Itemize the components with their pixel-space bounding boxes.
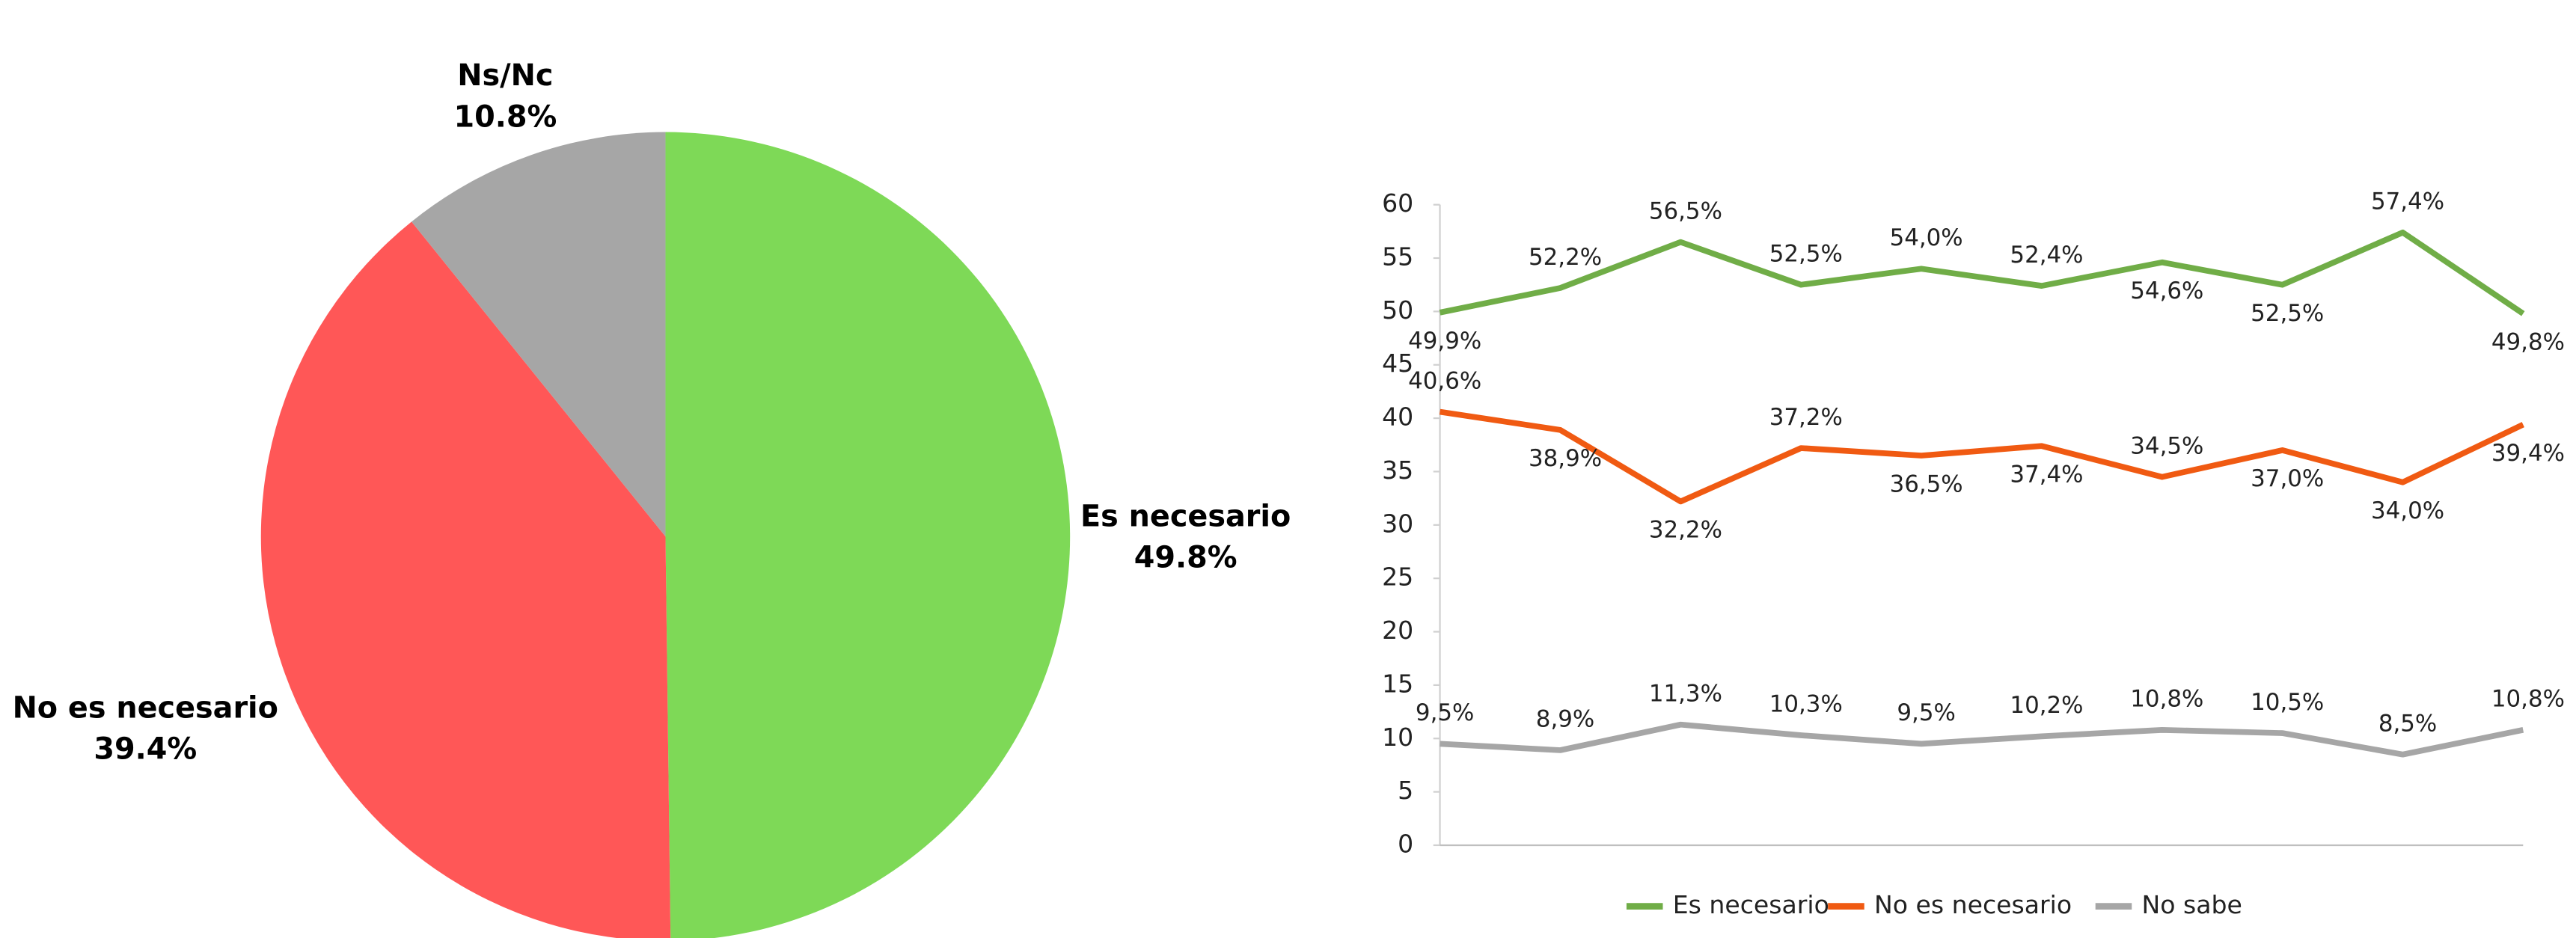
y-tick-label: 15 — [1382, 669, 1413, 698]
value-label: 49,8% — [2491, 328, 2565, 355]
value-label: 8,9% — [1536, 706, 1594, 733]
value-label: 10,2% — [2010, 692, 2083, 719]
y-tick-label: 20 — [1382, 616, 1413, 645]
value-label: 49,9% — [1408, 328, 1481, 355]
y-tick-label: 0 — [1398, 829, 1413, 858]
y-tick-label: 5 — [1398, 776, 1413, 805]
value-label: 54,6% — [2130, 278, 2203, 304]
value-label: 38,9% — [1529, 445, 1602, 472]
y-tick-label: 25 — [1382, 563, 1413, 592]
value-label: 34,5% — [2130, 432, 2203, 459]
value-label: 10,5% — [2251, 689, 2324, 716]
value-label: 10,3% — [1769, 691, 1843, 718]
y-tick-label: 40 — [1382, 402, 1413, 432]
value-label: 37,0% — [2251, 465, 2324, 492]
value-label: 52,2% — [1529, 244, 1602, 271]
legend-label: No es necesario — [1874, 890, 2072, 919]
slice-label: Ns/Nc — [457, 58, 553, 93]
value-label: 8,5% — [2378, 710, 2437, 737]
value-label: 36,5% — [1890, 470, 1963, 497]
value-label: 54,0% — [1890, 224, 1963, 251]
pie-slice — [260, 221, 671, 938]
value-label: 52,5% — [1769, 240, 1843, 267]
legend-label: Es necesario — [1673, 890, 1829, 919]
slice-value: 39.4% — [94, 732, 197, 767]
series-line — [1439, 408, 2524, 505]
series-line — [1440, 721, 2524, 758]
y-tick-label: 50 — [1382, 295, 1413, 325]
pie-slice — [665, 132, 1071, 938]
value-label: 34,0% — [2371, 497, 2444, 524]
slice-label: Es necesario — [1080, 499, 1291, 533]
slice-value: 49.8% — [1134, 541, 1237, 575]
legend-label: No sabe — [2142, 890, 2242, 919]
y-tick-label: 55 — [1382, 242, 1413, 272]
series-line — [1439, 229, 2525, 316]
y-tick-label: 45 — [1382, 349, 1413, 378]
value-label: 9,5% — [1416, 699, 1474, 726]
slice-value: 10.8% — [453, 99, 557, 134]
slice-label: No es necesario — [13, 690, 278, 725]
value-label: 52,4% — [2010, 242, 2083, 269]
value-label: 57,4% — [2371, 188, 2444, 215]
value-label: 39,4% — [2491, 440, 2565, 467]
value-label: 11,3% — [1649, 680, 1722, 707]
value-label: 37,4% — [2010, 461, 2083, 488]
value-label: 37,2% — [1769, 404, 1843, 431]
y-tick-label: 60 — [1382, 188, 1413, 218]
value-label: 10,8% — [2130, 686, 2203, 713]
value-label: 56,5% — [1649, 197, 1722, 224]
y-tick-label: 30 — [1382, 509, 1413, 538]
y-tick-label: 10 — [1382, 723, 1413, 752]
y-tick-label: 35 — [1382, 456, 1413, 485]
pie-slice — [412, 132, 666, 537]
value-label: 9,5% — [1897, 699, 1955, 726]
value-label: 40,6% — [1408, 367, 1481, 394]
value-label: 52,5% — [2251, 300, 2324, 327]
value-label: 32,2% — [1649, 517, 1722, 544]
value-label: 10,8% — [2491, 686, 2565, 713]
